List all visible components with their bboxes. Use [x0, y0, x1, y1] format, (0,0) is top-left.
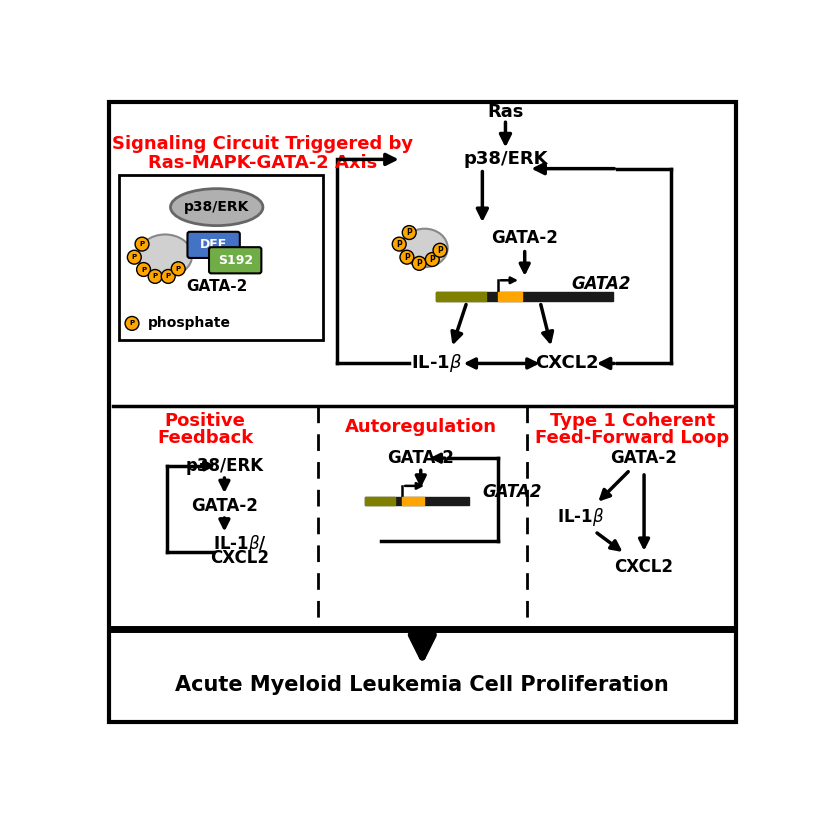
Bar: [498, 292, 522, 301]
Ellipse shape: [138, 235, 192, 277]
Bar: [402, 496, 424, 505]
Circle shape: [412, 257, 426, 271]
Text: DEF: DEF: [200, 238, 227, 251]
Circle shape: [402, 226, 416, 240]
Text: Ras-MAPK-GATA-2 Axis: Ras-MAPK-GATA-2 Axis: [148, 154, 377, 172]
Ellipse shape: [171, 188, 263, 226]
Text: P: P: [396, 240, 402, 249]
Text: P: P: [429, 255, 435, 264]
Text: GATA2: GATA2: [571, 275, 630, 293]
Text: S192: S192: [218, 253, 253, 267]
Text: P: P: [166, 274, 171, 280]
Text: P: P: [139, 241, 144, 247]
Bar: [365, 496, 395, 505]
Text: GATA2: GATA2: [482, 483, 542, 501]
Text: P: P: [404, 253, 410, 262]
Circle shape: [400, 250, 414, 264]
Text: GATA-2: GATA-2: [611, 449, 677, 467]
FancyBboxPatch shape: [209, 247, 261, 273]
Text: GATA-2: GATA-2: [387, 449, 454, 467]
Circle shape: [171, 262, 185, 275]
Text: Ras: Ras: [487, 103, 523, 121]
Circle shape: [135, 237, 149, 251]
Text: GATA-2: GATA-2: [191, 497, 258, 515]
Text: IL-1$\beta$: IL-1$\beta$: [410, 352, 461, 374]
Circle shape: [148, 270, 162, 284]
Text: P: P: [141, 267, 146, 272]
Circle shape: [392, 237, 406, 251]
Bar: [436, 292, 486, 301]
Circle shape: [162, 270, 176, 284]
Text: p38/ERK: p38/ERK: [463, 151, 548, 169]
Text: P: P: [129, 320, 134, 327]
Circle shape: [125, 316, 139, 330]
Text: GATA-2: GATA-2: [491, 229, 558, 247]
Circle shape: [128, 250, 141, 264]
Text: P: P: [416, 259, 422, 268]
Bar: [365, 496, 470, 505]
Bar: [119, 174, 323, 341]
Text: P: P: [438, 246, 442, 255]
Text: IL-1$\beta$/: IL-1$\beta$/: [213, 533, 267, 555]
Text: p38/ERK: p38/ERK: [184, 200, 250, 214]
Ellipse shape: [401, 229, 447, 267]
Text: Positive: Positive: [165, 412, 246, 430]
Text: Autoregulation: Autoregulation: [344, 418, 497, 436]
Text: Feed-Forward Loop: Feed-Forward Loop: [536, 430, 729, 447]
Text: GATA-2: GATA-2: [186, 279, 247, 294]
Bar: [436, 292, 613, 301]
Text: IL-1$\beta$: IL-1$\beta$: [557, 506, 605, 528]
Text: CXCL2: CXCL2: [536, 355, 599, 372]
FancyBboxPatch shape: [187, 231, 240, 258]
Circle shape: [425, 253, 439, 267]
Text: P: P: [176, 266, 180, 271]
Text: CXCL2: CXCL2: [615, 558, 673, 576]
Text: Acute Myeloid Leukemia Cell Proliferation: Acute Myeloid Leukemia Cell Proliferatio…: [176, 675, 669, 694]
Text: Signaling Circuit Triggered by: Signaling Circuit Triggered by: [112, 135, 414, 153]
Text: CXCL2: CXCL2: [210, 549, 269, 567]
Text: p38/ERK: p38/ERK: [185, 457, 264, 475]
Circle shape: [433, 244, 447, 258]
Text: P: P: [152, 274, 157, 280]
Circle shape: [137, 262, 151, 276]
Text: Feedback: Feedback: [157, 430, 253, 447]
Text: P: P: [132, 254, 137, 260]
Text: phosphate: phosphate: [148, 316, 232, 330]
Text: Type 1 Coherent: Type 1 Coherent: [550, 412, 715, 430]
Text: P: P: [406, 228, 412, 237]
